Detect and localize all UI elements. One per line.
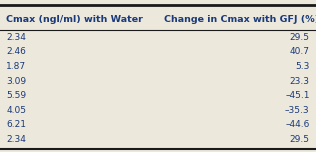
Text: 2.46: 2.46 [6, 47, 26, 56]
Text: 5.59: 5.59 [6, 91, 27, 100]
Text: 4.05: 4.05 [6, 106, 26, 115]
Text: 2.34: 2.34 [6, 135, 26, 144]
Text: –44.6: –44.6 [285, 120, 310, 129]
Text: –35.3: –35.3 [285, 106, 310, 115]
Text: Change in Cmax with GFJ (%): Change in Cmax with GFJ (%) [164, 14, 316, 24]
Text: 40.7: 40.7 [290, 47, 310, 56]
Text: 5.3: 5.3 [295, 62, 310, 71]
Text: 6.21: 6.21 [6, 120, 26, 129]
Text: 1.87: 1.87 [6, 62, 27, 71]
Text: 23.3: 23.3 [290, 76, 310, 86]
Text: 2.34: 2.34 [6, 33, 26, 42]
Text: 3.09: 3.09 [6, 76, 27, 86]
Text: Cmax (ngl/ml) with Water: Cmax (ngl/ml) with Water [6, 14, 143, 24]
Text: 29.5: 29.5 [290, 135, 310, 144]
Text: 29.5: 29.5 [290, 33, 310, 42]
Text: –45.1: –45.1 [285, 91, 310, 100]
